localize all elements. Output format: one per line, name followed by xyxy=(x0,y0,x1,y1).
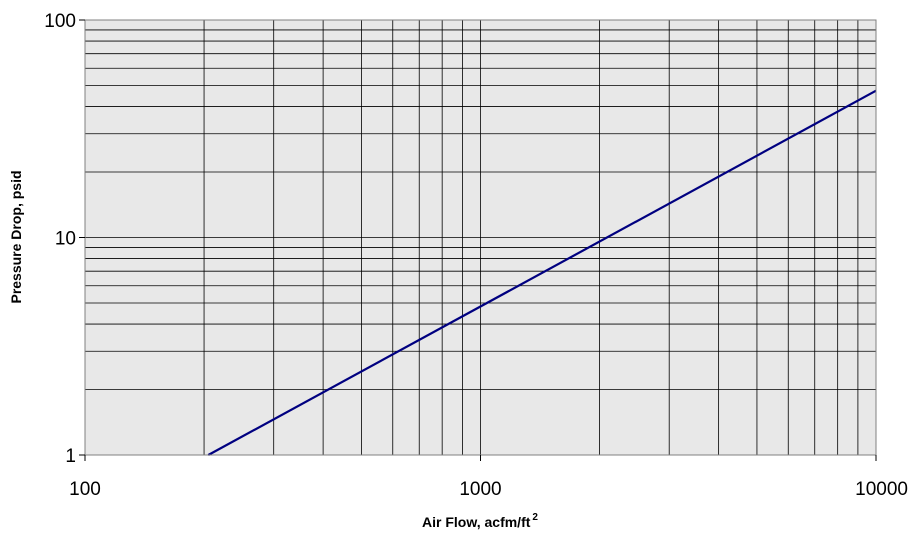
y-axis-title: Pressure Drop, psid xyxy=(8,170,24,303)
gridlines xyxy=(85,20,876,455)
y-tick-label: 1 xyxy=(65,446,76,467)
x-tick-labels: 100 1000 10000 xyxy=(69,455,908,500)
y-tick-label: 10 xyxy=(55,229,76,250)
y-tick-labels: 1 10 100 xyxy=(44,11,85,467)
y-tick-label: 100 xyxy=(44,11,76,32)
x-axis-title-superscript: 2 xyxy=(532,512,538,523)
x-axis-title-main: Air Flow, acfm/ft xyxy=(422,514,531,530)
x-axis-title: Air Flow, acfm/ft 2 xyxy=(422,512,538,530)
x-tick-label: 1000 xyxy=(459,479,501,500)
x-tick-label: 10000 xyxy=(855,479,908,500)
series-line xyxy=(207,89,877,456)
series-group xyxy=(207,89,877,456)
x-tick-label: 100 xyxy=(69,479,101,500)
